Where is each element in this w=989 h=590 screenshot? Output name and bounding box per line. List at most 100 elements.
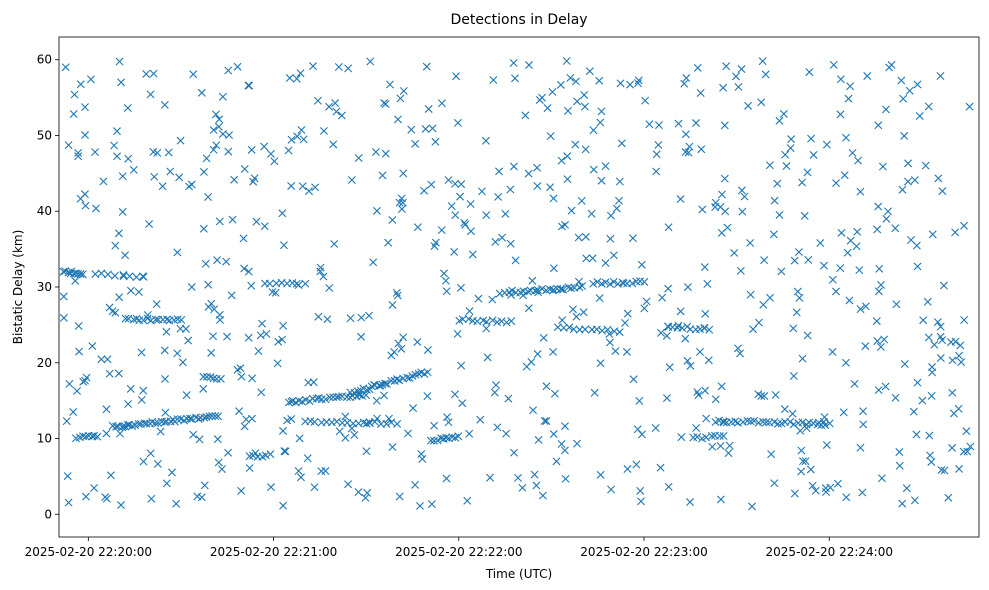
detection-point (453, 329, 462, 338)
detection-point (740, 192, 749, 201)
detection-point (508, 286, 517, 295)
detection-point (930, 340, 939, 349)
detection-point (965, 102, 974, 111)
detection-point (787, 135, 796, 144)
detection-point (822, 440, 831, 449)
detection-point (381, 379, 390, 388)
x-axis-ticks: 2025-02-20 22:20:00 2025-02-20 22:21:00 20… (25, 537, 893, 559)
detection-point (769, 230, 778, 239)
detection-point (173, 248, 182, 257)
detection-point (468, 250, 477, 259)
detection-point (542, 417, 551, 425)
detection-point (373, 414, 382, 423)
detection-point (64, 498, 73, 507)
detection-point (513, 473, 522, 482)
detection-point (121, 251, 130, 260)
detection-point (561, 474, 570, 483)
detection-point (490, 388, 499, 397)
detection-point (637, 497, 645, 506)
detection-point (811, 486, 820, 495)
detection-point (546, 183, 555, 192)
detection-point (207, 299, 216, 308)
detection-point (281, 447, 290, 456)
detection-point (227, 291, 236, 300)
detection-point (836, 264, 845, 273)
detection-point (955, 464, 964, 473)
detection-point (209, 145, 218, 154)
detection-point (574, 233, 583, 242)
detection-point (270, 157, 279, 166)
detection-point (64, 141, 73, 150)
detection-point (632, 460, 641, 469)
detection-point (195, 435, 204, 444)
detection-point (621, 318, 630, 327)
y-axis-label: Bistatic Delay (km) (11, 230, 25, 345)
detection-point (696, 325, 705, 334)
detection-point (567, 206, 576, 215)
detection-point (298, 182, 307, 191)
detection-point (482, 211, 491, 220)
detection-point (385, 80, 394, 89)
detection-point (959, 447, 968, 456)
detection-point (200, 413, 209, 422)
detection-point (876, 280, 885, 289)
detection-point (314, 312, 323, 321)
detection-point (912, 430, 921, 439)
detection-point (387, 418, 396, 427)
detection-point (940, 466, 949, 475)
detection-point (717, 228, 726, 237)
detection-point (758, 57, 767, 66)
detection-point (662, 331, 671, 340)
detection-point (70, 90, 79, 99)
detection-point (571, 140, 580, 149)
detection-point (211, 412, 220, 421)
detection-point (800, 211, 809, 220)
detection-point (681, 130, 690, 139)
detection-point (493, 423, 502, 432)
detection-point (347, 424, 356, 433)
detection-point (680, 79, 689, 88)
detection-point (393, 419, 402, 428)
detection-point (719, 83, 728, 92)
detection-point (311, 183, 320, 192)
detection-point (74, 322, 83, 330)
detection-point (903, 177, 912, 186)
detection-point (160, 100, 169, 109)
detection-point (250, 174, 259, 183)
detection-point (146, 449, 155, 458)
detection-point (357, 332, 366, 341)
detection-point (209, 126, 218, 134)
detection-point (260, 142, 269, 151)
detection-point (549, 264, 558, 273)
detection-point (118, 207, 127, 216)
detection-point (224, 448, 233, 457)
detection-point (225, 131, 234, 140)
detection-point (720, 174, 729, 183)
detection-point (303, 454, 312, 463)
detection-point (111, 241, 120, 250)
detection-point (476, 415, 485, 424)
detection-point (428, 124, 437, 133)
detection-point (607, 485, 616, 494)
detection-point (711, 203, 720, 212)
detection-point (716, 441, 725, 450)
detection-point (705, 325, 714, 334)
detection-point (790, 489, 799, 498)
detection-point (173, 349, 182, 358)
detection-point (139, 386, 148, 395)
detection-point (116, 429, 125, 438)
detection-point (304, 378, 313, 387)
detection-point (146, 316, 155, 325)
detection-point (504, 394, 513, 403)
detection-point (199, 224, 208, 233)
detection-point (115, 57, 124, 66)
detection-point (571, 77, 580, 86)
detection-point (65, 379, 74, 388)
detection-point (161, 375, 169, 384)
detection-point (954, 404, 963, 413)
detection-point (103, 270, 112, 279)
detection-point (652, 150, 661, 159)
detection-point (605, 338, 614, 347)
detection-point (454, 432, 463, 441)
detection-point (161, 408, 170, 417)
